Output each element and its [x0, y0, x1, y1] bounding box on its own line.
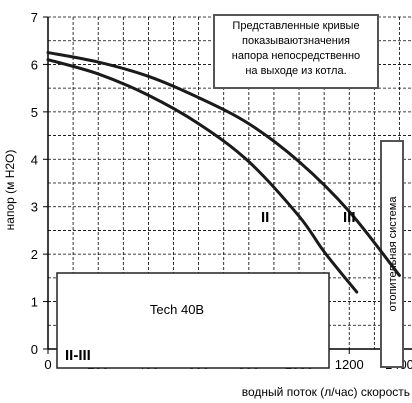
- y-tick-label: 7: [31, 10, 38, 25]
- x-axis-label: водный поток (л/час) скорость: [242, 385, 410, 399]
- x-tick-label: 0: [44, 357, 51, 372]
- y-tick-label: 3: [31, 200, 38, 215]
- note-line-1: Представленные кривые: [232, 20, 359, 32]
- note-box: Представленные кривые показываютзначения…: [213, 14, 379, 89]
- y-tick-label: 5: [31, 105, 38, 120]
- y-tick-label: 6: [31, 57, 38, 72]
- y-tick-label: 0: [31, 342, 38, 357]
- model-title: Tech 40B: [150, 302, 204, 317]
- y-tick-label: 4: [31, 152, 38, 167]
- model-curve-label: II-III: [65, 347, 91, 364]
- series-line-ii: [46, 58, 359, 294]
- side-label-text: отопительная система: [387, 196, 399, 312]
- x-tick-label: 1200: [335, 357, 364, 372]
- y-tick-label: 2: [31, 247, 38, 262]
- note-line-3: напора непосредственно: [232, 50, 360, 62]
- y-tick-label: 1: [31, 295, 38, 310]
- model-box: Tech 40B II-III: [56, 272, 330, 369]
- curve-label-ii: II: [261, 209, 269, 226]
- note-line-2: показываютзначения: [242, 35, 350, 47]
- note-line-4: на выходе из котла.: [245, 65, 346, 77]
- series-line-iii: [46, 51, 401, 277]
- curve-label-iii: III: [343, 209, 356, 226]
- series: [46, 51, 401, 294]
- y-axis-label: напор (м H2O): [3, 150, 17, 231]
- side-label-box: отопительная система: [380, 140, 404, 368]
